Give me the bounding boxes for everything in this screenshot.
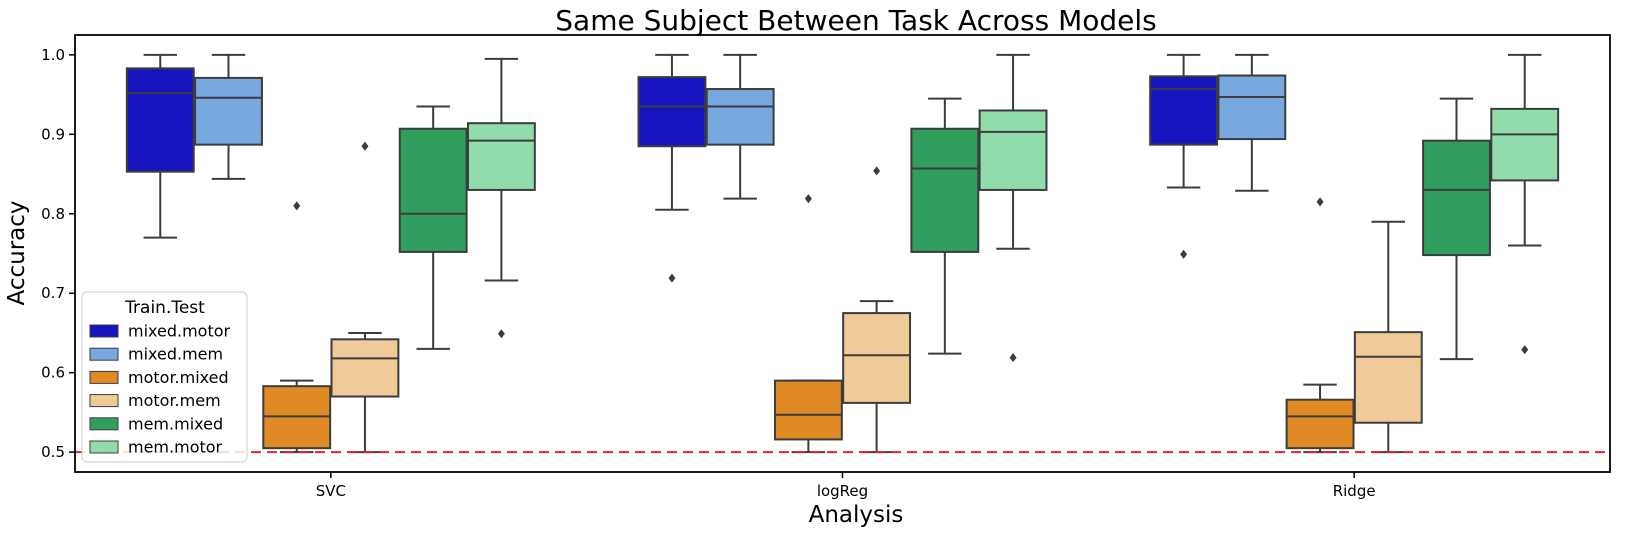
box-body: [398, 127, 468, 253]
y-axis-title: Accuracy: [4, 200, 30, 305]
x-axis: SVC logReg Ridge: [316, 472, 1376, 500]
x-tick-label-Ridge: Ridge: [1333, 482, 1376, 500]
box-body: [910, 127, 980, 253]
outlier-point: [873, 166, 881, 176]
box-body: [1422, 139, 1491, 257]
box-body: [330, 338, 400, 398]
legend-swatch-mem.mixed: [89, 417, 119, 431]
box-body: [1490, 107, 1560, 182]
box-body: [637, 76, 707, 148]
y-axis: 0.5 0.6 0.7 0.8 0.9 1.0: [41, 46, 75, 461]
box-mem.mixed-logReg: [910, 97, 980, 355]
x-tick-label-logReg: logReg: [817, 482, 868, 500]
box-body: [125, 67, 195, 173]
legend-label-mem.motor: mem.motor: [128, 438, 223, 457]
outlier-point: [361, 141, 369, 151]
chart-title: Same Subject Between Task Across Models: [555, 4, 1156, 37]
y-tick-label: 0.7: [41, 284, 65, 302]
legend-label-mixed.motor: mixed.motor: [128, 322, 231, 341]
legend: Train.Test mixed.motor mixed.mem motor.mix…: [81, 291, 248, 463]
legend-frame: [81, 291, 248, 463]
y-tick-label: 0.8: [41, 205, 65, 223]
box-body: [466, 122, 536, 191]
outlier-point: [1180, 249, 1188, 259]
box-mixed.mem-Ridge: [1217, 53, 1287, 192]
legend-swatch-motor.mem: [89, 394, 119, 408]
box-motor.mixed-Ridge: [1285, 197, 1355, 454]
box-body: [1149, 75, 1219, 146]
box-mixed.motor-SVC: [125, 53, 195, 239]
box-motor.mixed-SVC: [262, 201, 332, 454]
box-mem.motor-Ridge: [1490, 53, 1560, 355]
outlier-point: [668, 273, 676, 283]
outlier-point: [804, 194, 812, 204]
legend-swatch-mixed.motor: [89, 324, 119, 338]
y-tick-label: 1.0: [41, 46, 65, 64]
legend-swatch-mixed.mem: [89, 347, 119, 361]
outlier-point: [1521, 345, 1529, 355]
box-motor.mem-Ridge: [1353, 220, 1423, 454]
legend-swatch-mem.motor: [89, 440, 119, 454]
legend-label-motor.mixed: motor.mixed: [128, 368, 229, 387]
box-body: [773, 379, 843, 441]
outlier-point: [1009, 353, 1017, 363]
box-motor.mixed-logReg: [773, 194, 843, 454]
outlier-point: [497, 329, 505, 339]
box-mem.mixed-Ridge: [1422, 97, 1491, 361]
box-motor.mem-logReg: [842, 166, 912, 454]
y-tick-label: 0.9: [41, 125, 65, 143]
box-motor.mem-SVC: [330, 141, 400, 454]
box-body: [1217, 74, 1287, 141]
y-tick-label: 0.6: [41, 364, 65, 382]
outlier-point: [1316, 197, 1324, 207]
box-body: [1353, 331, 1423, 424]
box-mixed.motor-logReg: [637, 53, 707, 283]
box-body: [194, 76, 263, 146]
box-body: [705, 88, 775, 146]
box-mixed.mem-SVC: [194, 53, 263, 180]
x-axis-title: Analysis: [809, 502, 904, 528]
box-body: [978, 109, 1048, 191]
x-tick-label-SVC: SVC: [316, 482, 346, 500]
box-body: [842, 312, 912, 404]
box-body: [1285, 398, 1355, 450]
legend-swatch-motor.mixed: [89, 370, 119, 384]
box-mem.mixed-SVC: [398, 105, 468, 350]
legend-title: Train.Test: [124, 298, 205, 318]
box-mixed.mem-logReg: [705, 53, 775, 200]
box-mem.motor-SVC: [466, 57, 536, 339]
outlier-point: [293, 201, 301, 211]
legend-label-mem.mixed: mem.mixed: [128, 414, 223, 433]
box-mem.motor-logReg: [978, 53, 1048, 363]
plot-area: [75, 53, 1610, 454]
legend-label-motor.mem: motor.mem: [128, 391, 221, 410]
y-tick-label: 0.5: [41, 443, 65, 461]
box-mixed.motor-Ridge: [1149, 53, 1219, 259]
legend-label-mixed.mem: mixed.mem: [128, 345, 223, 364]
